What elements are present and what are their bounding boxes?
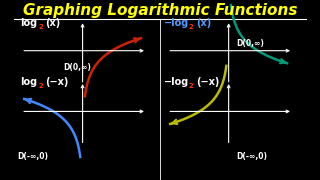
Text: 2: 2 (189, 83, 194, 89)
Text: (−x): (−x) (196, 77, 220, 87)
Text: (−x): (−x) (45, 77, 69, 87)
Text: D(-∞,0): D(-∞,0) (17, 152, 48, 161)
Text: −log: −log (164, 77, 190, 87)
Text: log: log (20, 77, 37, 87)
Text: 2: 2 (38, 24, 43, 30)
Text: −log: −log (164, 18, 190, 28)
Text: 2: 2 (38, 83, 43, 89)
Text: D(0,∞): D(0,∞) (236, 39, 264, 48)
Text: 2: 2 (189, 24, 194, 30)
Text: log: log (20, 18, 37, 28)
Text: (x): (x) (45, 18, 61, 28)
Text: (x): (x) (196, 18, 211, 28)
Text: Graphing Logarithmic Functions: Graphing Logarithmic Functions (23, 3, 297, 18)
Text: D(-∞,0): D(-∞,0) (236, 152, 267, 161)
Text: D(0,∞): D(0,∞) (64, 63, 92, 72)
